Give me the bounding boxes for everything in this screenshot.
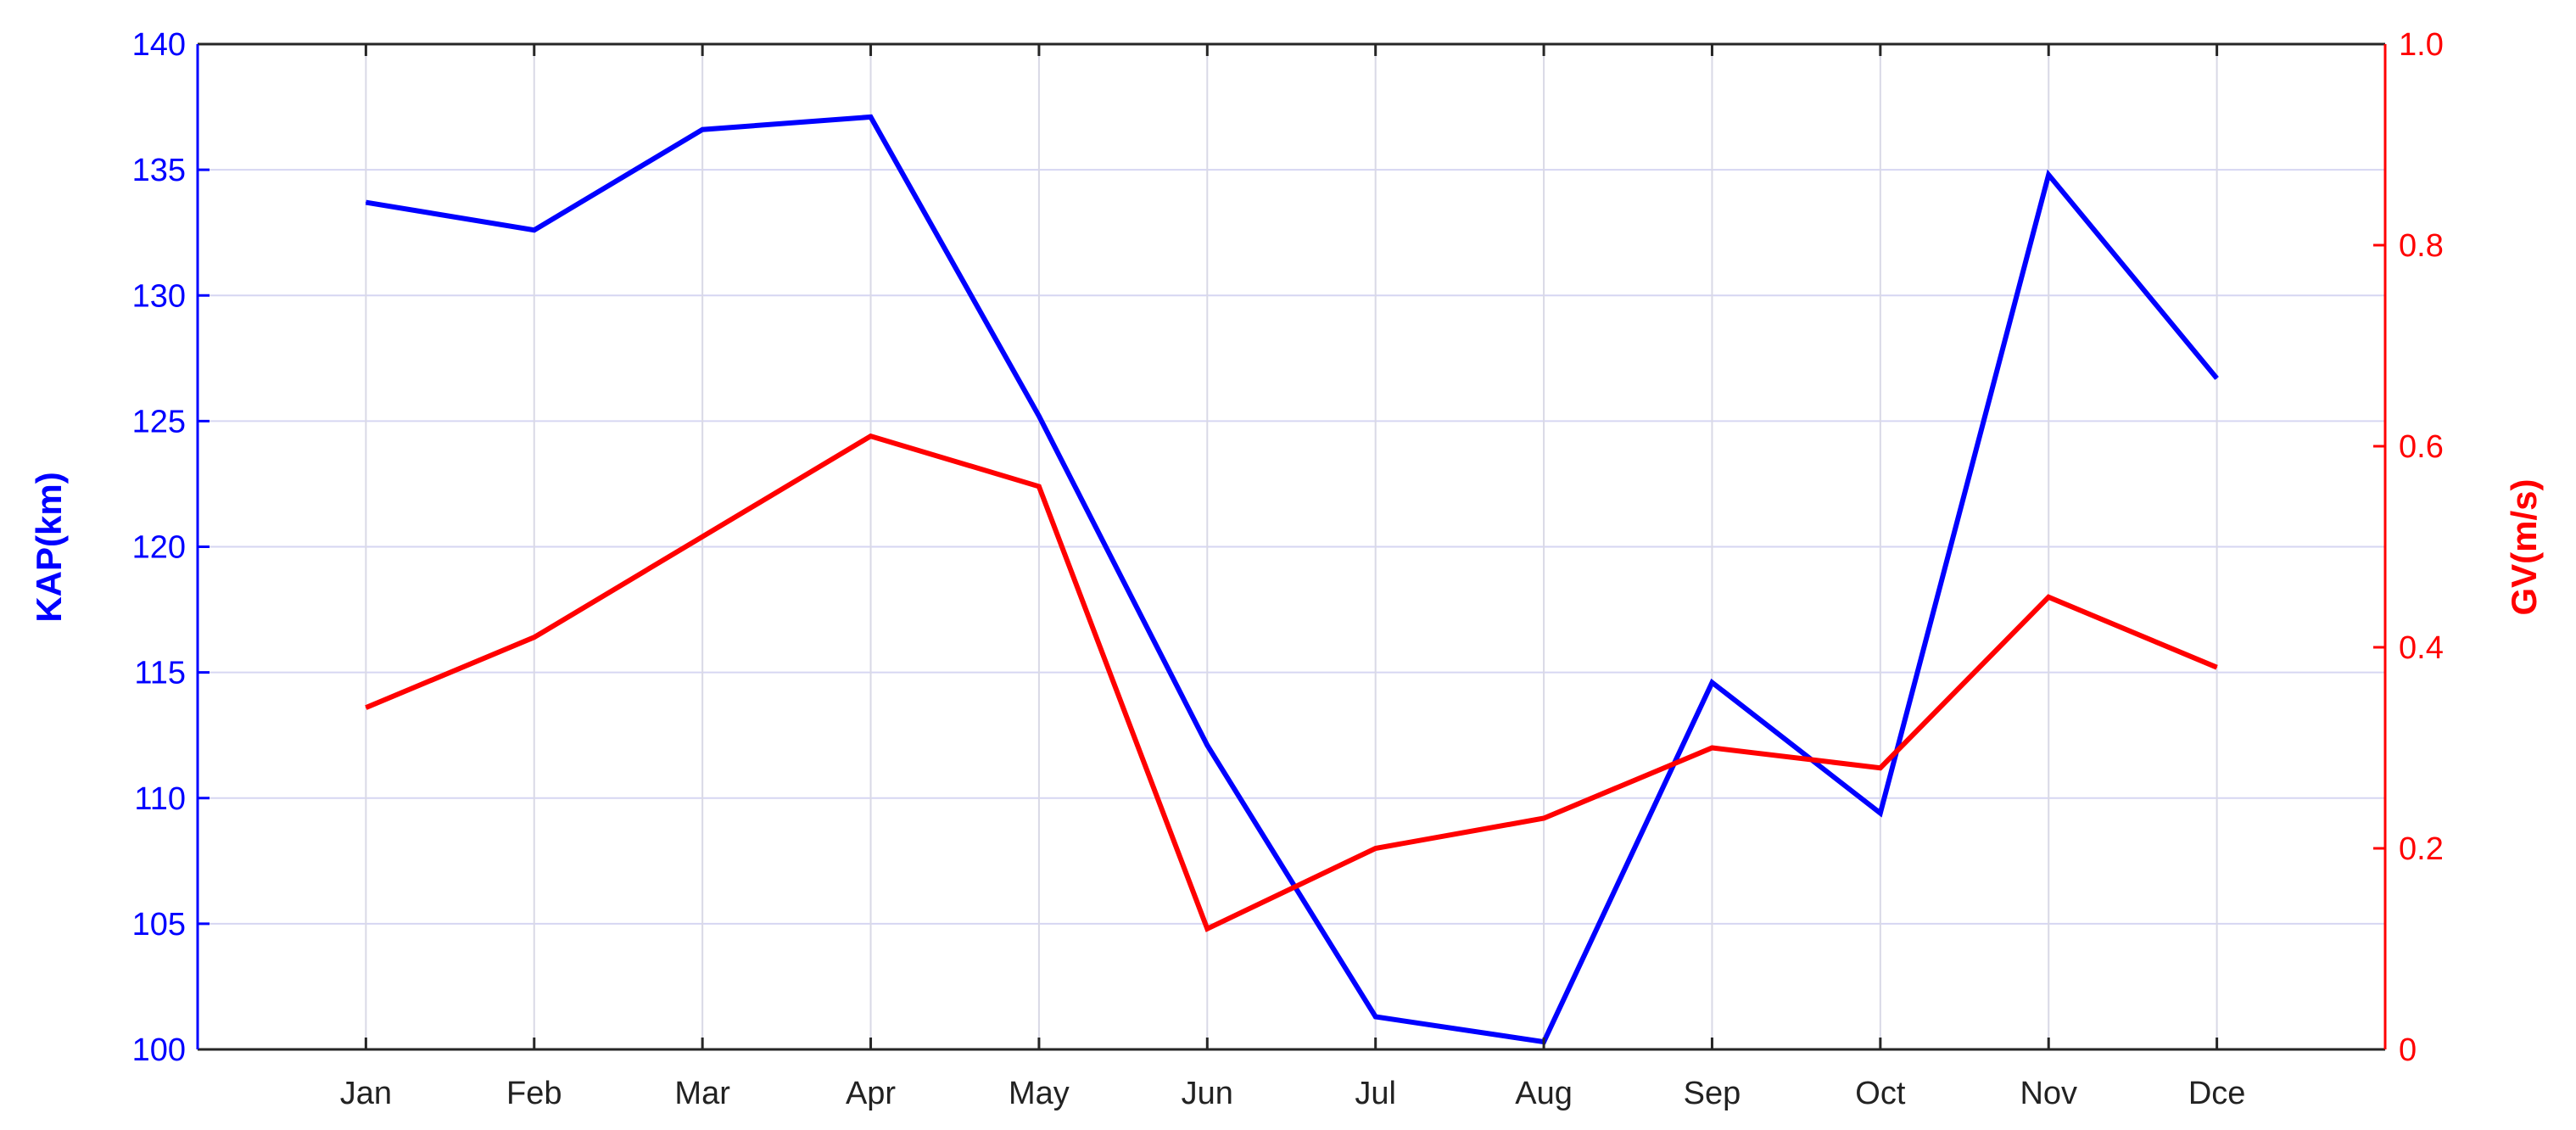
series-point [1206, 745, 1208, 747]
series-point [1038, 485, 1040, 487]
series-point [2048, 174, 2049, 176]
series-point [870, 116, 872, 118]
y-right-tick-label: 0.2 [2399, 831, 2444, 867]
x-tick-label: Jul [1355, 1076, 1396, 1111]
y-right-tick-label: 0.4 [2399, 630, 2444, 666]
y-left-tick-label: 115 [134, 656, 186, 691]
y-left-tick-label: 120 [132, 530, 186, 566]
y-axis-left-title: KAP(km) [29, 472, 69, 622]
x-tick-label: Aug [1515, 1076, 1573, 1111]
series-point [701, 536, 703, 538]
tick-labels: 100 105 110 115 120 125 130 135 140 Jan Feb Mar Apr M… [132, 27, 2444, 1111]
series-point [2048, 596, 2049, 598]
series-point [1711, 747, 1713, 748]
series-line-kap [365, 114, 2219, 1045]
grid-lines [198, 43, 2385, 1050]
x-tick-label: Jan [340, 1076, 392, 1111]
x-tick-label: Oct [1855, 1076, 1906, 1111]
x-tick-label: Nov [2020, 1076, 2077, 1111]
x-tick-label: Apr [846, 1076, 896, 1111]
series-lines [365, 114, 2219, 1045]
series-point [870, 435, 872, 437]
y-left-tick-label: 105 [132, 907, 186, 943]
axes [196, 42, 2387, 1051]
y-left-tick-label: 130 [132, 278, 186, 314]
series-line-gv [365, 433, 2218, 932]
series-point [1543, 817, 1545, 819]
y-left-tick-label: 135 [132, 153, 186, 188]
y-left-tick-label: 110 [134, 781, 186, 817]
series-point [1038, 415, 1040, 417]
y-right-tick-label: 0.8 [2399, 228, 2444, 264]
y-right-tick-label: 0.6 [2399, 429, 2444, 465]
series-point [1375, 1015, 1377, 1017]
series-point [1375, 848, 1377, 849]
y-right-tick-label: 0 [2399, 1032, 2417, 1068]
y-right-tick-label: 1.0 [2399, 27, 2444, 63]
series-point [2216, 667, 2218, 668]
y-left-tick-label: 140 [132, 27, 186, 63]
x-tick-label: Feb [506, 1076, 562, 1111]
y-axis-right-title: GV(m/s) [2504, 478, 2544, 615]
y-left-tick-label: 125 [132, 404, 186, 439]
series-point [2216, 378, 2218, 379]
series-point [1206, 928, 1208, 930]
x-tick-label: Mar [674, 1076, 730, 1111]
series-point [1711, 681, 1713, 683]
x-tick-label: May [1009, 1076, 1070, 1111]
series-point [701, 129, 703, 131]
y-left-tick-label: 100 [132, 1032, 186, 1068]
x-tick-label: Sep [1684, 1076, 1741, 1111]
x-tick-label: Dce [2188, 1076, 2246, 1111]
x-tick-label: Jun [1182, 1076, 1233, 1111]
